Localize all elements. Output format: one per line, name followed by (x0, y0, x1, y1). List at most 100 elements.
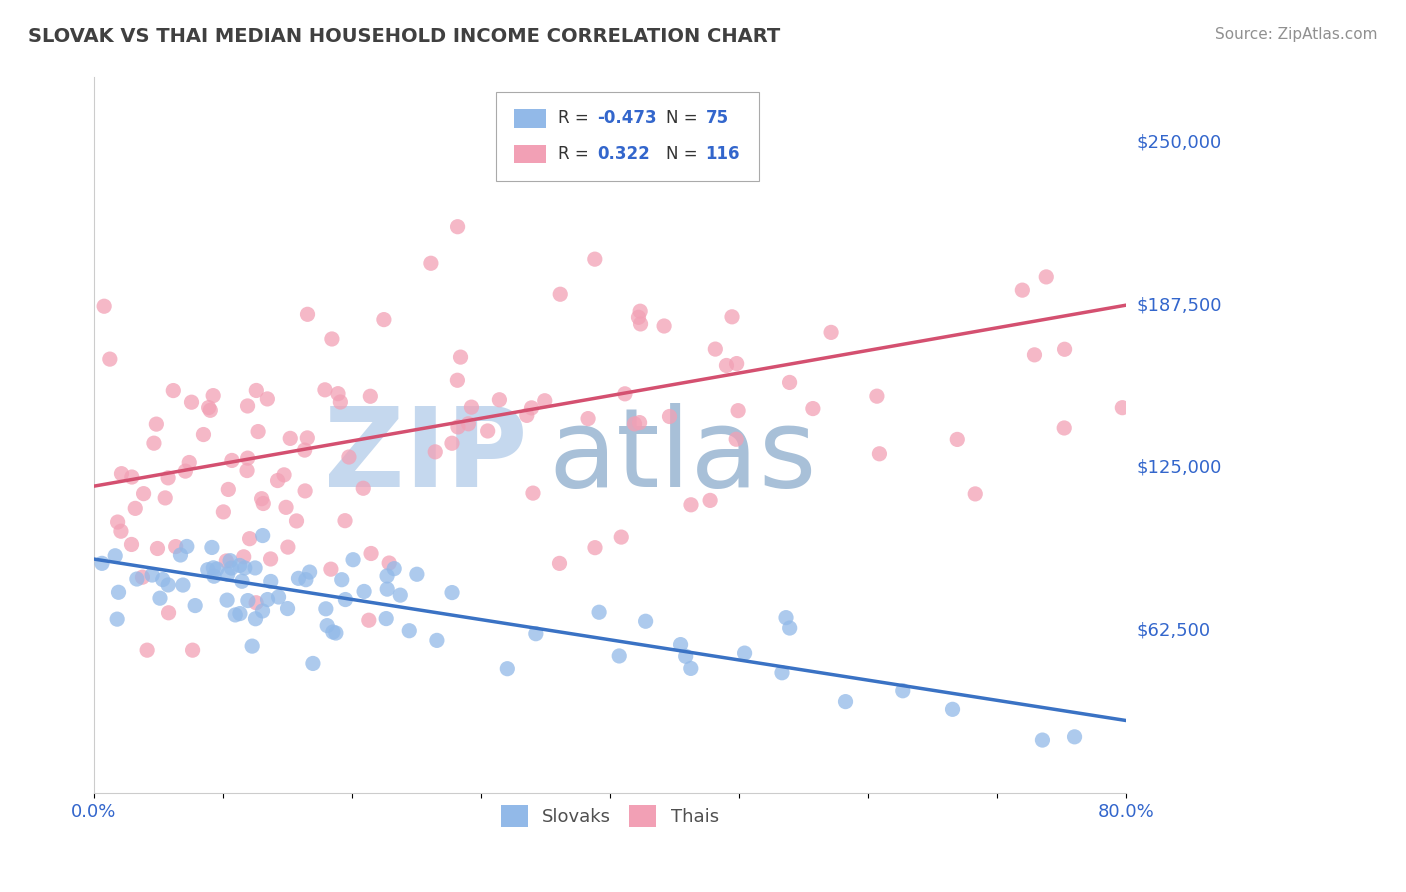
Point (352, 481, 374, 495)
Point (136, 643, 159, 657)
Point (965, 487, 987, 501)
Point (217, 593, 239, 607)
Point (1024, 348, 1046, 362)
Point (110, 467, 132, 481)
Point (325, 626, 347, 640)
Point (98, 352, 121, 367)
Point (239, 532, 262, 546)
Point (725, 357, 748, 371)
Point (236, 593, 259, 607)
Point (197, 563, 219, 577)
Point (297, 307, 319, 321)
Point (329, 395, 352, 409)
Point (121, 537, 143, 551)
Point (295, 573, 318, 587)
Point (520, 401, 543, 415)
Point (165, 540, 187, 554)
Point (141, 568, 163, 582)
Point (315, 602, 337, 616)
Point (277, 540, 299, 554)
Point (576, 411, 599, 425)
FancyBboxPatch shape (513, 145, 546, 163)
Point (157, 578, 180, 592)
Point (496, 662, 519, 676)
Point (131, 570, 153, 584)
Point (302, 657, 325, 671)
Point (699, 493, 721, 508)
Point (342, 552, 364, 566)
Point (252, 496, 274, 510)
Text: $125,000: $125,000 (1137, 459, 1222, 477)
Point (834, 695, 856, 709)
Point (941, 702, 963, 716)
Point (212, 505, 235, 519)
Point (359, 389, 381, 403)
Point (319, 562, 342, 576)
Point (316, 618, 339, 632)
Point (548, 557, 571, 571)
Point (725, 432, 748, 446)
Point (775, 610, 797, 624)
Point (389, 588, 412, 602)
Point (375, 569, 398, 583)
Point (224, 607, 246, 622)
Point (398, 624, 420, 638)
Point (152, 573, 174, 587)
Legend: Slovaks, Thais: Slovaks, Thais (494, 798, 725, 834)
Point (679, 661, 702, 675)
Text: Source: ZipAtlas.com: Source: ZipAtlas.com (1215, 27, 1378, 42)
Point (240, 639, 263, 653)
Point (174, 464, 197, 478)
Point (256, 392, 278, 406)
Point (1035, 269, 1057, 284)
Point (274, 500, 297, 515)
Point (669, 638, 692, 652)
Point (583, 252, 606, 267)
Point (169, 548, 191, 562)
Point (146, 541, 169, 556)
Point (104, 549, 127, 563)
Point (172, 578, 194, 592)
Text: SLOVAK VS THAI MEDIAN HOUSEHOLD INCOME CORRELATION CHART: SLOVAK VS THAI MEDIAN HOUSEHOLD INCOME C… (28, 27, 780, 45)
Point (628, 304, 651, 318)
Point (142, 436, 165, 450)
Point (298, 565, 321, 579)
Point (627, 310, 650, 325)
Point (891, 683, 914, 698)
FancyBboxPatch shape (496, 92, 759, 181)
Point (153, 491, 176, 505)
Point (425, 445, 447, 459)
Point (180, 395, 202, 409)
Point (236, 451, 259, 466)
Point (93, 299, 115, 313)
Point (533, 393, 555, 408)
Point (157, 606, 180, 620)
Point (1011, 283, 1033, 297)
Point (375, 582, 398, 596)
Point (326, 386, 349, 401)
FancyBboxPatch shape (513, 109, 546, 128)
Point (460, 400, 482, 414)
Point (1063, 730, 1085, 744)
Point (162, 384, 184, 398)
Point (278, 431, 301, 445)
Point (946, 433, 969, 447)
Point (287, 571, 309, 585)
Point (623, 417, 645, 431)
Point (820, 326, 842, 340)
Point (716, 359, 738, 373)
Point (266, 474, 288, 488)
Point (335, 592, 357, 607)
Point (1053, 421, 1076, 435)
Point (628, 416, 651, 430)
Point (679, 498, 702, 512)
Point (245, 612, 267, 626)
Point (245, 384, 267, 398)
Point (285, 514, 308, 528)
Point (121, 470, 143, 484)
Point (727, 403, 749, 417)
Point (375, 611, 398, 625)
Point (277, 601, 299, 615)
Point (322, 625, 344, 640)
Point (426, 633, 449, 648)
